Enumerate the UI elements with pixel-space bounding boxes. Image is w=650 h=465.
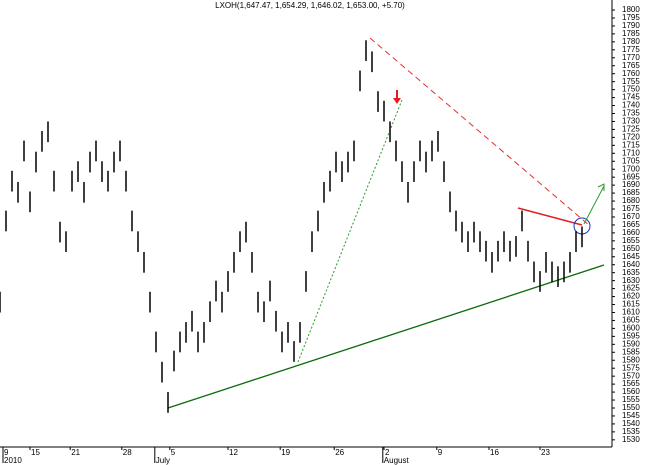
y-tick-label: 1575 [622,363,640,372]
y-tick-label: 1580 [622,355,640,364]
y-tick-label: 1550 [622,403,640,412]
x-tick-label: 15 [31,448,40,457]
y-tick-label: 1555 [622,395,640,404]
y-tick-label: 1715 [622,140,640,149]
y-tick-label: 1785 [622,29,640,38]
y-tick-label: 1760 [622,69,640,78]
x-tick-label: 12 [229,448,238,457]
y-tick-label: 1650 [622,244,640,253]
y-tick-label: 1790 [622,21,640,30]
y-tick-label: 1660 [622,228,640,237]
y-tick-label: 1695 [622,172,640,181]
support-trendline [167,264,605,409]
y-tick-label: 1775 [622,45,640,54]
y-tick-label: 1615 [622,300,640,309]
y-tick-label: 1635 [622,268,640,277]
y-tick-label: 1600 [622,324,640,333]
period-label: 2010 [4,456,22,465]
x-tick-label: 16 [490,448,499,457]
y-tick-label: 1545 [622,411,640,420]
y-tick-label: 1750 [622,85,640,94]
y-tick-label: 1730 [622,117,640,126]
period-label: July [156,456,170,465]
rising-trendline [297,99,403,363]
down-arrow-head [393,98,401,104]
y-tick-label: 1755 [622,77,640,86]
y-tick-label: 1690 [622,180,640,189]
x-tick-label: 5 [171,448,176,457]
y-tick-label: 1795 [622,13,640,22]
y-tick-label: 1560 [622,387,640,396]
up-arrow [583,185,605,225]
up-arrow-head [597,183,605,191]
y-tick-label: 1535 [622,427,640,436]
y-tick-label: 1540 [622,419,640,428]
chart-title: LXOH(1,647.47, 1,654.29, 1,646.02, 1,653… [215,1,405,10]
x-tick-label: 23 [541,448,550,457]
x-tick-label: 28 [123,448,132,457]
resistance-trendline [369,37,591,227]
y-tick-label: 1710 [622,148,640,157]
y-tick-label: 1565 [622,379,640,388]
y-tick-label: 1765 [622,61,640,70]
y-tick-label: 1530 [622,435,640,444]
period-label: August [384,456,410,465]
y-tick-label: 1700 [622,164,640,173]
y-tick-label: 1585 [622,347,640,356]
y-tick-label: 1610 [622,308,640,317]
y-tick-label: 1570 [622,371,640,380]
y-tick-label: 1735 [622,109,640,118]
y-tick-label: 1770 [622,53,640,62]
y-tick-label: 1630 [622,276,640,285]
y-tick-label: 1745 [622,93,640,102]
y-tick-label: 1590 [622,339,640,348]
y-tick-label: 1740 [622,101,640,110]
x-tick-label: 19 [281,448,290,457]
x-tick-label: 2 [385,448,390,457]
y-tick-label: 1645 [622,252,640,261]
y-tick-label: 1705 [622,156,640,165]
y-tick-label: 1605 [622,316,640,325]
y-tick-label: 1800 [622,5,640,14]
y-tick-label: 1655 [622,236,640,245]
y-tick-label: 1665 [622,220,640,229]
y-tick-label: 1780 [622,37,640,46]
y-tick-label: 1625 [622,284,640,293]
y-tick-label: 1680 [622,196,640,205]
y-tick-label: 1670 [622,212,640,221]
x-tick-label: 26 [335,448,344,457]
red-segment [517,207,583,226]
y-tick-label: 1675 [622,204,640,213]
y-tick-label: 1725 [622,125,640,134]
y-tick-label: 1685 [622,188,640,197]
y-tick-label: 1620 [622,292,640,301]
x-tick-label: 9 [438,448,443,457]
x-tick-label: 9 [4,448,9,457]
y-tick-label: 1595 [622,331,640,340]
y-tick-label: 1640 [622,260,640,269]
x-tick-label: 21 [71,448,80,457]
y-tick-label: 1720 [622,132,640,141]
